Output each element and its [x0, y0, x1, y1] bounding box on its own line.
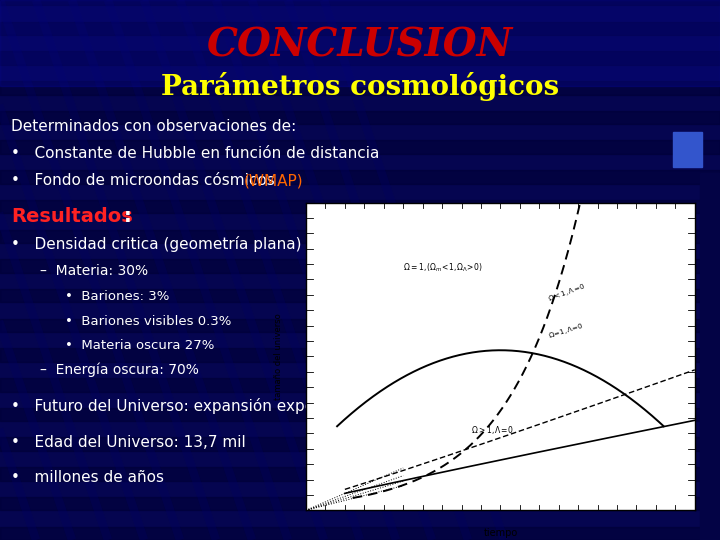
- Bar: [0, 200, 720, 213]
- Bar: [0, 467, 720, 481]
- Text: •  Bariones: 3%: • Bariones: 3%: [65, 291, 169, 303]
- Text: •   Edad del Universo: 13,7 mil: • Edad del Universo: 13,7 mil: [11, 435, 246, 450]
- Bar: [0, 348, 720, 362]
- Text: tiempo: tiempo: [483, 528, 518, 538]
- Bar: [0, 289, 720, 302]
- Bar: [0, 51, 720, 65]
- Text: –  Materia: 30%: – Materia: 30%: [40, 264, 148, 278]
- Text: Parámetros cosmológicos: Parámetros cosmológicos: [161, 72, 559, 101]
- Text: •  Bariones visibles 0.3%: • Bariones visibles 0.3%: [65, 315, 231, 328]
- Text: $\Omega > 1, \Lambda\!=\!0$: $\Omega > 1, \Lambda\!=\!0$: [472, 424, 514, 436]
- Bar: [0, 526, 720, 540]
- Text: $\Omega\!=\!1, \Lambda\!=\!0$: $\Omega\!=\!1, \Lambda\!=\!0$: [547, 321, 585, 341]
- Bar: [0, 408, 720, 421]
- Bar: [0, 259, 720, 273]
- Bar: [0, 81, 720, 94]
- Text: (WMAP): (WMAP): [243, 173, 303, 188]
- Text: Determinados con observaciones de:: Determinados con observaciones de:: [11, 119, 296, 134]
- Bar: [0, 22, 720, 35]
- Bar: [0, 170, 720, 184]
- Bar: [673, 132, 702, 167]
- Text: tamaño del universo: tamaño del universo: [274, 313, 283, 400]
- Bar: [0, 0, 720, 5]
- Bar: [0, 437, 720, 451]
- Text: •   Constante de Hubble en función de distancia: • Constante de Hubble en función de dist…: [11, 146, 379, 161]
- Bar: [0, 378, 720, 392]
- Text: Resultados: Resultados: [11, 206, 132, 226]
- Text: –  Energía oscura: 70%: – Energía oscura: 70%: [40, 363, 199, 377]
- Text: $\Omega < 1, \Lambda\!=\!0$: $\Omega < 1, \Lambda\!=\!0$: [547, 281, 588, 304]
- Bar: [0, 111, 720, 124]
- Text: •   Fondo de microondas cósmicos: • Fondo de microondas cósmicos: [11, 173, 279, 188]
- Bar: [0, 140, 720, 154]
- Text: •   Futuro del Universo: expansión exponencial: • Futuro del Universo: expansión exponen…: [11, 398, 369, 414]
- Text: :: :: [124, 206, 132, 226]
- Bar: [0, 497, 720, 510]
- Text: CONCLUSION: CONCLUSION: [207, 27, 513, 65]
- Text: •   Densidad critica (geometría plana): • Densidad critica (geometría plana): [11, 236, 301, 252]
- Bar: [700, 173, 720, 540]
- Bar: [0, 319, 720, 332]
- Text: •   millones de años: • millones de años: [11, 470, 164, 485]
- Bar: [0, 230, 720, 243]
- Bar: [0, 0, 720, 86]
- Text: •  Materia oscura 27%: • Materia oscura 27%: [65, 339, 214, 352]
- Text: $\Omega = 1, (\Omega_m\!<\!1, \Omega_\Lambda\!>\!0)$: $\Omega = 1, (\Omega_m\!<\!1, \Omega_\La…: [403, 261, 483, 274]
